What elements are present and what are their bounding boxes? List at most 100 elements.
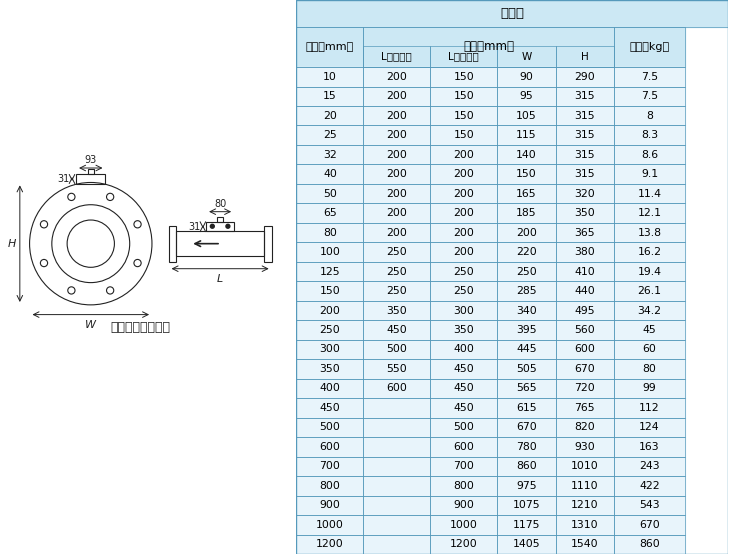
Bar: [363, 340, 430, 359]
Bar: [556, 281, 614, 301]
Bar: [296, 125, 363, 145]
Text: 1075: 1075: [512, 500, 540, 510]
Text: 124: 124: [639, 422, 660, 432]
Text: 450: 450: [320, 403, 340, 413]
Bar: [296, 359, 363, 379]
Bar: [556, 67, 614, 86]
Bar: [363, 418, 430, 437]
Bar: [296, 340, 363, 359]
Text: 800: 800: [453, 481, 474, 491]
Bar: [614, 379, 685, 398]
Text: 300: 300: [453, 305, 474, 316]
Text: 250: 250: [386, 247, 407, 257]
Bar: [430, 496, 497, 515]
Text: W: W: [521, 52, 531, 61]
Text: W: W: [85, 320, 97, 330]
Bar: [614, 320, 685, 340]
Text: 尺寸（mm）: 尺寸（mm）: [463, 40, 514, 53]
Bar: [430, 476, 497, 496]
Text: 410: 410: [575, 266, 595, 276]
Bar: [614, 535, 685, 554]
Text: 163: 163: [639, 442, 660, 452]
Bar: [614, 418, 685, 437]
Text: H: H: [581, 52, 589, 61]
Text: 150: 150: [453, 91, 474, 101]
Text: 250: 250: [320, 325, 340, 335]
Bar: [430, 281, 497, 301]
Text: 口径（mm）: 口径（mm）: [306, 42, 354, 52]
Text: 395: 395: [516, 325, 537, 335]
Bar: [76, 174, 105, 184]
Text: 600: 600: [575, 345, 595, 355]
Bar: [430, 535, 497, 554]
Bar: [296, 165, 363, 184]
Bar: [497, 398, 556, 418]
Text: 16.2: 16.2: [638, 247, 662, 257]
Text: 125: 125: [320, 266, 340, 276]
Bar: [430, 418, 497, 437]
Bar: [497, 165, 556, 184]
Bar: [556, 125, 614, 145]
Bar: [614, 125, 685, 145]
Text: 26.1: 26.1: [638, 286, 662, 296]
Text: 670: 670: [575, 364, 595, 374]
Bar: [296, 281, 363, 301]
Text: 200: 200: [453, 189, 474, 199]
Text: 200: 200: [319, 305, 340, 316]
Text: 315: 315: [575, 111, 595, 121]
Text: 315: 315: [575, 91, 595, 101]
Text: 7.5: 7.5: [641, 91, 658, 101]
Text: 8.3: 8.3: [641, 130, 658, 140]
Text: 34.2: 34.2: [638, 305, 662, 316]
Text: 200: 200: [453, 228, 474, 238]
Text: 200: 200: [386, 91, 407, 101]
Circle shape: [210, 224, 214, 228]
Bar: [614, 86, 685, 106]
Bar: [430, 203, 497, 223]
Bar: [296, 145, 363, 165]
Bar: [614, 281, 685, 301]
Bar: [497, 340, 556, 359]
Text: 860: 860: [516, 461, 537, 471]
Text: 95: 95: [520, 91, 534, 101]
Bar: [430, 125, 497, 145]
Bar: [363, 301, 430, 320]
Bar: [614, 145, 685, 165]
Text: 500: 500: [453, 422, 474, 432]
Bar: [556, 301, 614, 320]
Bar: [430, 46, 497, 67]
Text: 90: 90: [520, 72, 534, 82]
Text: 445: 445: [516, 345, 537, 355]
Bar: [296, 437, 363, 456]
Text: 930: 930: [575, 442, 595, 452]
Bar: [363, 456, 430, 476]
Text: 200: 200: [386, 130, 407, 140]
Text: 150: 150: [453, 111, 474, 121]
Bar: [497, 145, 556, 165]
Text: 31: 31: [188, 222, 201, 232]
Text: 93: 93: [85, 155, 97, 165]
Bar: [556, 398, 614, 418]
Text: 860: 860: [639, 539, 660, 549]
Bar: [363, 46, 430, 67]
Text: 765: 765: [575, 403, 595, 413]
Bar: [614, 67, 685, 86]
Bar: [497, 242, 556, 262]
Text: 20: 20: [323, 111, 337, 121]
Text: 900: 900: [319, 500, 340, 510]
Bar: [430, 67, 497, 86]
Bar: [614, 437, 685, 456]
Bar: [296, 223, 363, 242]
Text: 700: 700: [453, 461, 474, 471]
Bar: [363, 262, 430, 281]
Bar: [556, 359, 614, 379]
Bar: [497, 515, 556, 535]
Text: 340: 340: [516, 305, 537, 316]
Text: 80: 80: [214, 199, 226, 209]
Text: 700: 700: [319, 461, 340, 471]
Text: 150: 150: [320, 286, 340, 296]
Text: 600: 600: [453, 442, 474, 452]
Bar: [497, 379, 556, 398]
Bar: [363, 476, 430, 496]
Bar: [363, 165, 430, 184]
